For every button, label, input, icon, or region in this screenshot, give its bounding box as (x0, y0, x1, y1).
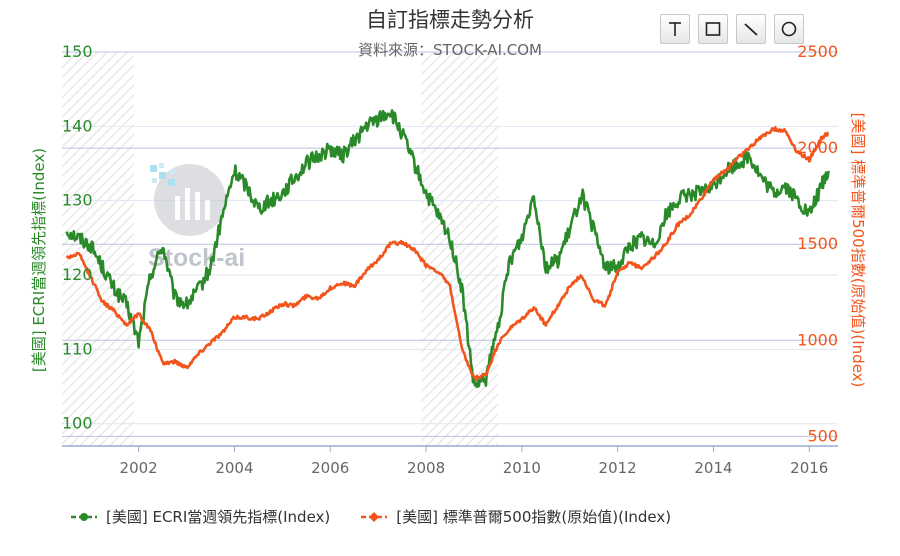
sp500-series-line (65, 126, 830, 381)
t-bar-icon (669, 22, 681, 36)
legend-label-sp500: [美國] 標準普爾500指數(原始值)(Index) (396, 508, 672, 526)
square-icon (705, 22, 721, 36)
tick-labels: 100 110 120 130 140 150 500 1000 1500 2000 2500 200… (62, 42, 838, 477)
circle-icon (781, 21, 797, 37)
legend-item-sp500[interactable]: [美國] 標準普爾500指數(原始值)(Index) (360, 506, 671, 527)
x-tick-label: 2004 (215, 459, 253, 477)
x-tick-label: 2012 (599, 459, 637, 477)
left-tick-label: 110 (62, 339, 93, 358)
right-tick-label: 500 (807, 426, 838, 445)
ellipse-tool-button[interactable] (774, 14, 804, 44)
left-tick-label: 120 (62, 265, 93, 284)
x-tick-label: 2006 (311, 459, 349, 477)
left-tick-label: 150 (62, 42, 93, 61)
chart-title: 自訂指標走勢分析 (366, 8, 534, 32)
right-tick-label: 1000 (797, 330, 838, 349)
rectangle-tool-button[interactable] (698, 14, 728, 44)
right-tick-label: 2500 (797, 42, 838, 61)
right-tick-label: 2000 (797, 138, 838, 157)
diagonal-line-icon (744, 23, 758, 36)
right-axis-title: [美國] 標準普爾500指數(原始值)(Index) (849, 113, 867, 388)
x-tick-label: 2008 (407, 459, 445, 477)
left-axis-title: [美國] ECRI當週領先指標(Index) (30, 148, 48, 372)
right-tick-label: 1500 (797, 234, 838, 253)
left-tick-label: 100 (62, 414, 93, 433)
legend: [美國] ECRI當週領先指標(Index) [美國] 標準普爾500指數(原始… (70, 506, 671, 527)
legend-marker-orange (361, 511, 388, 522)
drawing-toolbar (660, 14, 804, 44)
shaded-period-1 (421, 52, 498, 446)
x-tick-label: 2014 (694, 459, 732, 477)
series-lines (65, 109, 830, 389)
watermark-logo: Stock-ai (148, 163, 245, 272)
x-tick-label: 2010 (503, 459, 541, 477)
ecri-series-line (65, 109, 830, 389)
trend-line-tool-button[interactable] (736, 14, 766, 44)
x-tick-label: 2016 (790, 459, 828, 477)
horizontal-line-tool-button[interactable] (660, 14, 690, 44)
legend-label-ecri: [美國] ECRI當週領先指標(Index) (106, 508, 331, 526)
chart-subtitle: 資料來源：STOCK-AI.COM (358, 41, 542, 59)
shaded-period-0 (62, 52, 134, 446)
left-tick-label: 140 (62, 116, 93, 135)
recession-shading (62, 52, 498, 446)
legend-item-ecri[interactable]: [美國] ECRI當週領先指標(Index) (70, 506, 330, 527)
legend-marker-green (71, 512, 97, 521)
left-tick-label: 130 (62, 191, 93, 210)
x-tick-label: 2002 (120, 459, 158, 477)
